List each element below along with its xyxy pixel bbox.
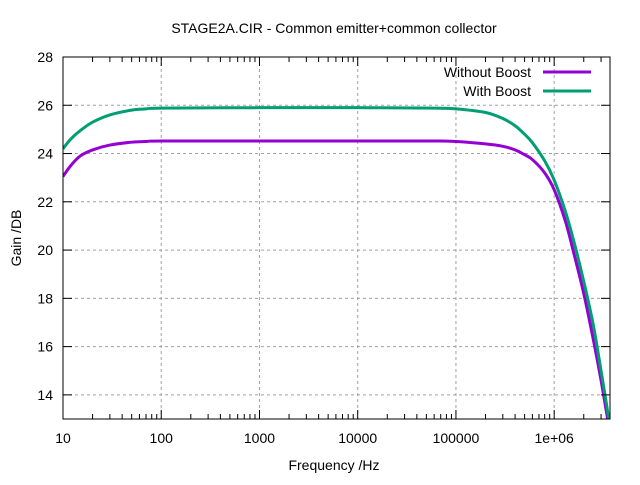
x-axis-label: Frequency /Hz bbox=[288, 457, 379, 473]
x-tick-label: 10000 bbox=[338, 430, 377, 446]
legend: Without Boost With Boost bbox=[444, 64, 591, 99]
y-tick-label: 22 bbox=[37, 194, 53, 210]
series-line-without-boost bbox=[63, 139, 610, 419]
y-tick-label: 14 bbox=[37, 387, 53, 403]
chart-title: STAGE2A.CIR - Common emitter+common coll… bbox=[171, 20, 497, 36]
x-tick-label: 100000 bbox=[433, 430, 480, 446]
axis-ticks bbox=[62, 56, 610, 419]
legend-label: With Boost bbox=[463, 83, 531, 99]
x-tick-label: 10 bbox=[55, 430, 71, 446]
legend-label: Without Boost bbox=[444, 64, 531, 80]
y-tick-label: 24 bbox=[37, 146, 53, 162]
y-tick-label: 26 bbox=[37, 97, 53, 113]
y-tick-label: 18 bbox=[37, 290, 53, 306]
y-tick-label: 28 bbox=[37, 49, 53, 65]
x-tick-label: 1e+06 bbox=[535, 430, 575, 446]
series-line-with-boost bbox=[63, 106, 610, 419]
y-tick-label: 20 bbox=[37, 242, 53, 258]
y-axis-label: Gain /DB bbox=[8, 210, 24, 267]
plot-border bbox=[62, 56, 611, 420]
series-lines bbox=[63, 106, 610, 419]
tick-labels: 14 16 18 20 22 24 26 28 10 100 1000 10000 100000 1e+0… bbox=[37, 49, 574, 446]
x-tick-label: 100 bbox=[150, 430, 174, 446]
grid-lines bbox=[63, 57, 610, 419]
y-tick-label: 16 bbox=[37, 339, 53, 355]
x-tick-label: 1000 bbox=[244, 430, 275, 446]
